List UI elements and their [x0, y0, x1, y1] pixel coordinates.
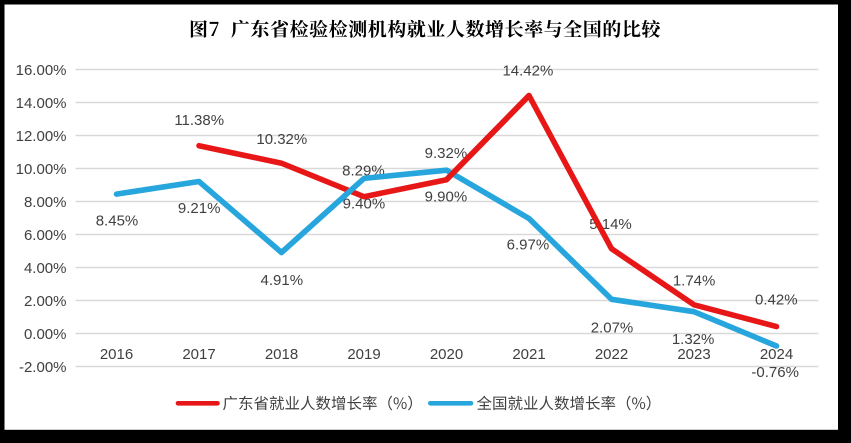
svg-text:2022: 2022: [595, 346, 628, 363]
svg-text:2017: 2017: [182, 346, 215, 363]
svg-text:10.32%: 10.32%: [256, 131, 307, 148]
svg-text:2023: 2023: [677, 346, 710, 363]
svg-text:0.00%: 0.00%: [24, 326, 67, 343]
svg-text:14.42%: 14.42%: [502, 63, 553, 80]
svg-text:2016: 2016: [100, 346, 133, 363]
svg-text:2020: 2020: [430, 346, 463, 363]
svg-text:4.91%: 4.91%: [261, 272, 304, 289]
svg-text:4.00%: 4.00%: [24, 260, 67, 277]
svg-text:2018: 2018: [265, 346, 298, 363]
svg-text:14.00%: 14.00%: [16, 95, 67, 112]
svg-text:9.21%: 9.21%: [178, 200, 221, 217]
svg-text:10.00%: 10.00%: [16, 161, 67, 178]
svg-text:6.00%: 6.00%: [24, 227, 67, 244]
svg-text:-0.76%: -0.76%: [751, 364, 799, 381]
svg-text:9.32%: 9.32%: [425, 145, 468, 162]
svg-text:9.90%: 9.90%: [425, 188, 468, 205]
svg-text:2024: 2024: [760, 346, 793, 363]
svg-text:12.00%: 12.00%: [16, 128, 67, 145]
svg-text:1.32%: 1.32%: [672, 331, 715, 348]
svg-text:16.00%: 16.00%: [16, 62, 67, 79]
svg-text:6.97%: 6.97%: [507, 237, 550, 254]
svg-text:1.74%: 1.74%: [673, 273, 716, 290]
svg-text:-2.00%: -2.00%: [19, 359, 67, 376]
svg-text:2019: 2019: [347, 346, 380, 363]
svg-text:2021: 2021: [512, 346, 545, 363]
svg-text:9.40%: 9.40%: [343, 195, 386, 212]
svg-text:0.42%: 0.42%: [755, 291, 798, 308]
svg-text:11.38%: 11.38%: [174, 112, 224, 129]
svg-text:2.00%: 2.00%: [24, 293, 67, 310]
svg-text:2.07%: 2.07%: [591, 319, 634, 336]
svg-text:8.00%: 8.00%: [24, 194, 67, 211]
svg-text:8.45%: 8.45%: [96, 213, 139, 230]
